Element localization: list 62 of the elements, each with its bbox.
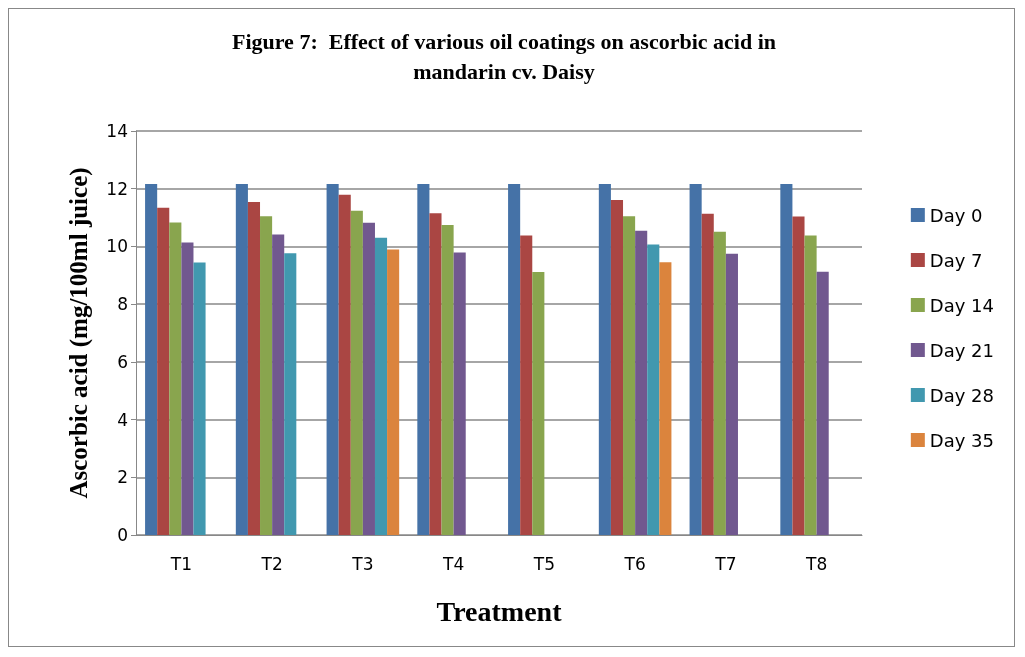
bar (260, 216, 273, 535)
bar (453, 252, 466, 535)
bar (635, 230, 648, 535)
bar (362, 222, 375, 535)
bar (598, 184, 611, 535)
bar (647, 244, 660, 535)
bar (181, 242, 194, 535)
bar (689, 184, 702, 535)
bar (193, 262, 206, 535)
y-tick-label: 10 (106, 236, 128, 257)
bar (235, 184, 248, 535)
bar (326, 184, 339, 535)
legend-label: Day 21 (929, 339, 994, 361)
bar (338, 194, 351, 535)
y-tick-label: 12 (106, 178, 128, 199)
legend-label: Day 28 (929, 384, 994, 406)
y-tick-label: 0 (117, 525, 128, 545)
bar (713, 231, 726, 535)
y-axis-title: Ascorbic acid (mg/100ml juice) (65, 167, 93, 499)
bar (350, 210, 363, 535)
y-tick-label: 8 (117, 294, 128, 315)
x-tick-label: T3 (351, 553, 374, 574)
y-tick-label: 6 (117, 351, 128, 372)
y-tick-label: 14 (106, 121, 128, 141)
x-axis-title: Treatment (436, 595, 563, 627)
bar (145, 184, 158, 535)
bar (247, 201, 261, 535)
bar (610, 199, 624, 535)
legend-label: Day 35 (929, 429, 994, 451)
bar (169, 222, 182, 535)
bar (816, 271, 829, 535)
y-tick-label: 2 (117, 467, 128, 488)
bar (780, 184, 793, 535)
bar (520, 235, 533, 535)
bar (725, 253, 738, 535)
x-tick-label: T4 (442, 553, 465, 574)
bar (701, 213, 714, 535)
chart-title: Figure 7: Effect of various oil coatings on ascorbic acid in mandarin cv. Daisy (231, 28, 777, 84)
legend-label: Day 14 (929, 294, 994, 316)
bar (532, 272, 545, 535)
bar (659, 262, 672, 535)
legend-label: Day 0 (929, 204, 983, 226)
bar (374, 237, 388, 535)
legend-label: Day 7 (929, 249, 983, 271)
x-tick-label: T1 (169, 553, 192, 574)
x-tick-label: T5 (532, 553, 555, 574)
bar (272, 234, 285, 535)
bar (429, 213, 442, 535)
bar (387, 249, 400, 535)
y-tick-label: 4 (117, 409, 128, 430)
bar (804, 235, 817, 535)
bar (623, 216, 636, 535)
bar (284, 253, 297, 535)
bar (508, 184, 521, 535)
bar (157, 207, 170, 535)
x-tick-label: T6 (623, 553, 646, 574)
x-tick-label: T7 (714, 553, 737, 574)
bar (441, 225, 454, 535)
bar (417, 184, 430, 535)
x-tick-label: T8 (805, 553, 828, 574)
x-tick-label: T2 (260, 553, 283, 574)
bar (792, 216, 805, 535)
